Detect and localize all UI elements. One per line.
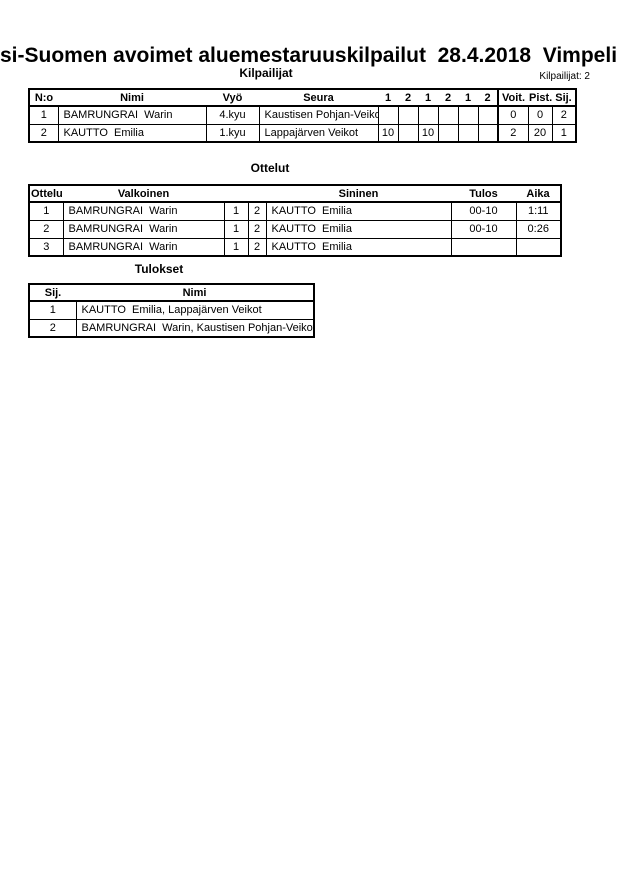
cell-club: Lappajärven Veikot (258, 123, 379, 143)
table-row: 1 BAMRUNGRAI Warin 4.kyu Kaustisen Pohja… (28, 105, 577, 125)
cell-belt: 4.kyu (205, 105, 260, 125)
cell-blue-name: KAUTTO Emilia (265, 237, 452, 257)
cell-time (515, 237, 562, 257)
cell-place: 2 (551, 105, 577, 125)
cell-blue-name: KAUTTO Emilia (265, 219, 452, 239)
cell-place: 1 (28, 300, 77, 320)
cell-score (437, 123, 459, 143)
cell-white-name: BAMRUNGRAI Warin (62, 219, 225, 239)
col-header-score-1: 1 (378, 89, 398, 107)
col-header-blue: Sininen (266, 185, 451, 203)
col-header-name: Nimi (58, 89, 206, 107)
col-header-club: Seura (259, 89, 378, 107)
cell-white-no: 1 (223, 237, 249, 257)
cell-wins: 0 (497, 105, 529, 125)
matches-table: Ottelu Valkoinen Sininen Tulos Aika 1 BA… (28, 184, 562, 257)
table-row: 2 BAMRUNGRAI Warin 1 2 KAUTTO Emilia 00-… (28, 219, 562, 239)
col-header-score-3: 1 (418, 89, 438, 107)
cell-name-club: KAUTTO Emilia, Lappajärven Veikot (75, 300, 315, 320)
cell-score (457, 105, 479, 125)
col-header-match-no: Ottelu (29, 185, 63, 203)
cell-place: 1 (551, 123, 577, 143)
table-row: 2 KAUTTO Emilia 1.kyu Lappajärven Veikot… (28, 123, 577, 143)
cell-wins: 2 (497, 123, 529, 143)
table-row: 2 BAMRUNGRAI Warin, Kaustisen Pohjan-Vei… (28, 318, 315, 338)
cell-blue-no: 2 (247, 201, 267, 221)
competitors-table: N:o Nimi Vyö Seura 1 2 1 2 1 2 Voit. Pis… (28, 88, 577, 143)
cell-score (477, 123, 499, 143)
cell-white-name: BAMRUNGRAI Warin (62, 237, 225, 257)
page-title: si-Suomen avoimet aluemestaruuskilpailut… (0, 44, 618, 67)
cell-blue-name: KAUTTO Emilia (265, 201, 452, 221)
cell-points: 20 (527, 123, 553, 143)
cell-name: BAMRUNGRAI Warin (57, 105, 207, 125)
matches-header-row: Ottelu Valkoinen Sininen Tulos Aika (29, 185, 561, 203)
cell-match-no: 2 (28, 219, 64, 239)
col-header-white: Valkoinen (63, 185, 224, 203)
col-header-place: Sij. (552, 89, 576, 107)
cell-match-no: 3 (28, 237, 64, 257)
col-header-result: Tulos (451, 185, 516, 203)
col-header-score-5: 1 (458, 89, 478, 107)
cell-name: KAUTTO Emilia (57, 123, 207, 143)
cell-result: 00-10 (450, 219, 517, 239)
competitors-count-label: Kilpailijat: 2 (539, 71, 590, 82)
col-header-time: Aika (516, 185, 561, 203)
col-header-belt: Vyö (206, 89, 259, 107)
table-row: 1 BAMRUNGRAI Warin 1 2 KAUTTO Emilia 00-… (28, 201, 562, 221)
col-header-score-4: 2 (438, 89, 458, 107)
results-table: Sij. Nimi 1 KAUTTO Emilia, Lappajärven V… (28, 283, 315, 338)
cell-score (417, 105, 439, 125)
competitors-header-row: N:o Nimi Vyö Seura 1 2 1 2 1 2 Voit. Pis… (29, 89, 576, 107)
cell-result (450, 237, 517, 257)
col-header-place: Sij. (29, 284, 76, 302)
cell-belt: 1.kyu (205, 123, 260, 143)
cell-score (457, 123, 479, 143)
col-header-score-6: 2 (478, 89, 498, 107)
results-section-caption: Tulokset (134, 262, 184, 276)
cell-score: 10 (417, 123, 439, 143)
cell-score (397, 123, 419, 143)
cell-score (397, 105, 419, 125)
col-header-no: N:o (29, 89, 58, 107)
competitors-section-caption: Kilpailijat (239, 66, 293, 80)
matches-section-caption: Ottelut (250, 161, 290, 175)
col-header-blue-no (248, 185, 266, 203)
cell-no: 2 (28, 123, 59, 143)
cell-white-name: BAMRUNGRAI Warin (62, 201, 225, 221)
cell-name-club: BAMRUNGRAI Warin, Kaustisen Pohjan-Veiko… (75, 318, 315, 338)
col-header-score-2: 2 (398, 89, 418, 107)
col-header-wins: Voit. (497, 89, 528, 107)
cell-white-no: 1 (223, 201, 249, 221)
cell-time: 1:11 (515, 201, 562, 221)
cell-club: Kaustisen Pohjan-Veikot (258, 105, 379, 125)
cell-score (377, 105, 399, 125)
table-row: 3 BAMRUNGRAI Warin 1 2 KAUTTO Emilia (28, 237, 562, 257)
results-header-row: Sij. Nimi (29, 284, 314, 302)
table-row: 1 KAUTTO Emilia, Lappajärven Veikot (28, 300, 315, 320)
cell-place: 2 (28, 318, 77, 338)
cell-result: 00-10 (450, 201, 517, 221)
cell-score (477, 105, 499, 125)
col-header-points: Pist. (528, 89, 552, 107)
cell-points: 0 (527, 105, 553, 125)
cell-score: 10 (377, 123, 399, 143)
col-header-white-no (224, 185, 248, 203)
cell-score (437, 105, 459, 125)
cell-blue-no: 2 (247, 219, 267, 239)
cell-white-no: 1 (223, 219, 249, 239)
cell-match-no: 1 (28, 201, 64, 221)
cell-time: 0:26 (515, 219, 562, 239)
col-header-name: Nimi (76, 284, 314, 302)
cell-no: 1 (28, 105, 59, 125)
cell-blue-no: 2 (247, 237, 267, 257)
